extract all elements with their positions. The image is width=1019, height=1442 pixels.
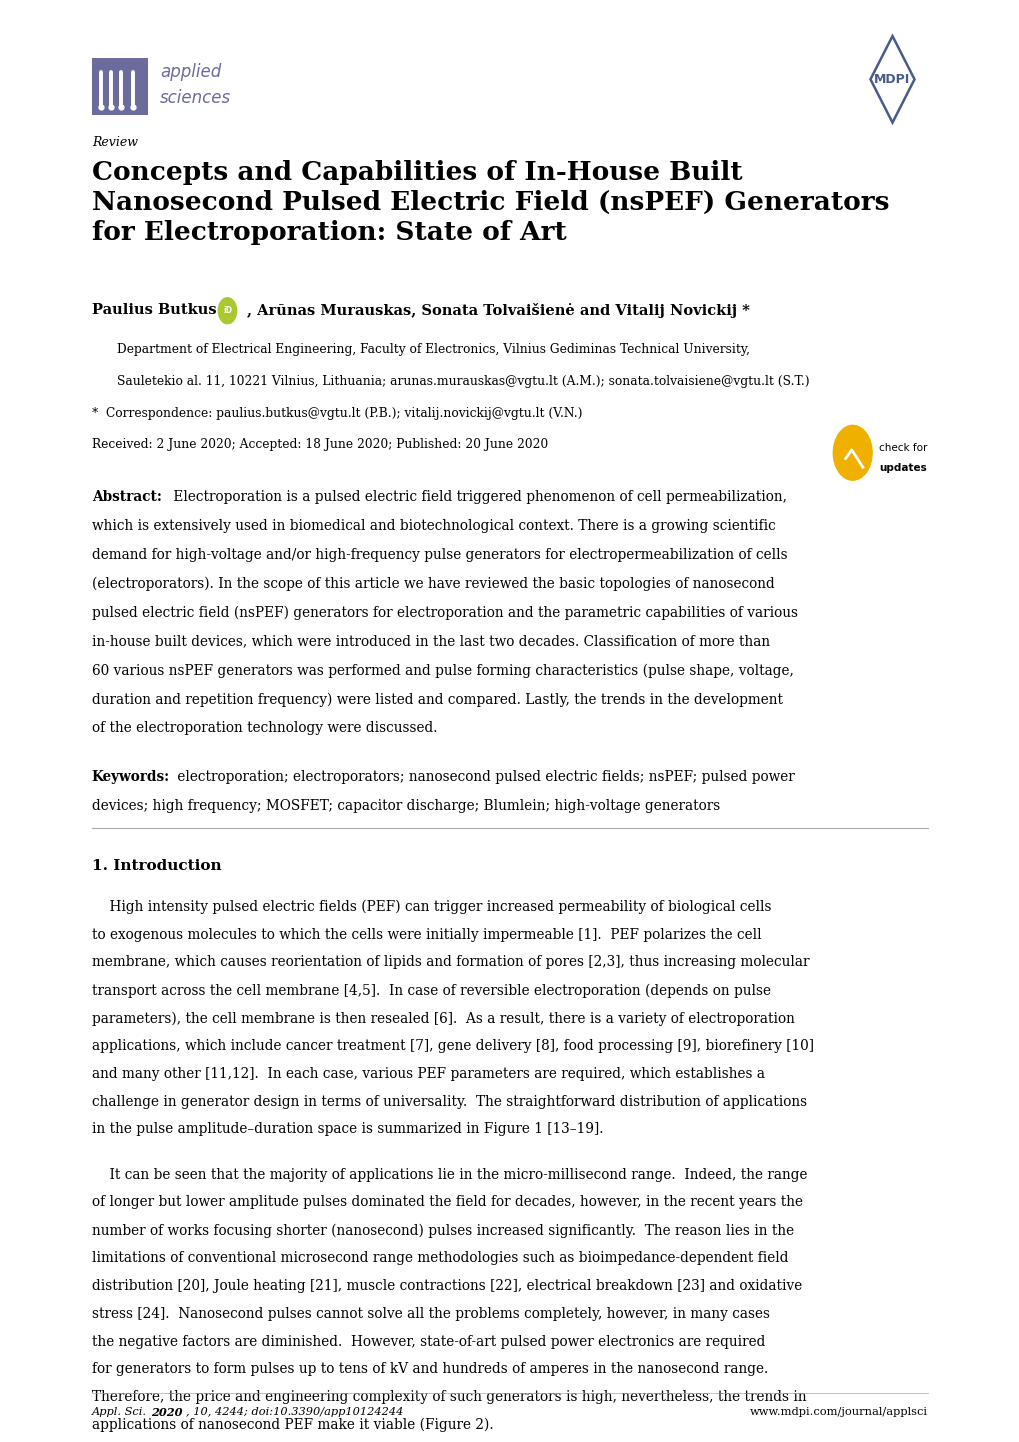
Text: , Arūnas Murauskas, Sonata Tolvaišienė and Vitalij Novickij *: , Arūnas Murauskas, Sonata Tolvaišienė a… xyxy=(247,303,749,317)
Text: applications, which include cancer treatment [7], gene delivery [8], food proces: applications, which include cancer treat… xyxy=(92,1038,813,1053)
Text: MDPI: MDPI xyxy=(873,72,910,87)
Text: in the pulse amplitude–duration space is summarized in Figure 1 [13–19].: in the pulse amplitude–duration space is… xyxy=(92,1122,602,1136)
Polygon shape xyxy=(869,36,914,123)
Text: which is extensively used in biomedical and biotechnological context. There is a: which is extensively used in biomedical … xyxy=(92,519,774,534)
Text: Review: Review xyxy=(92,136,138,149)
Circle shape xyxy=(833,425,871,480)
Text: demand for high-voltage and/or high-frequency pulse generators for electropermea: demand for high-voltage and/or high-freq… xyxy=(92,548,787,562)
Text: , 10, 4244; doi:10.3390/app10124244: , 10, 4244; doi:10.3390/app10124244 xyxy=(185,1407,403,1417)
Text: in-house built devices, which were introduced in the last two decades. Classific: in-house built devices, which were intro… xyxy=(92,634,769,649)
Text: transport across the cell membrane [4,5].  In case of reversible electroporation: transport across the cell membrane [4,5]… xyxy=(92,983,770,998)
Text: sciences: sciences xyxy=(160,89,231,107)
Text: 2020: 2020 xyxy=(151,1407,182,1419)
Text: of longer but lower amplitude pulses dominated the field for decades, however, i: of longer but lower amplitude pulses dom… xyxy=(92,1195,802,1210)
Text: applications of nanosecond PEF make it viable (Figure 2).: applications of nanosecond PEF make it v… xyxy=(92,1417,493,1432)
Text: (electroporators). In the scope of this article we have reviewed the basic topol: (electroporators). In the scope of this … xyxy=(92,577,773,591)
Text: for generators to form pulses up to tens of kV and hundreds of amperes in the na: for generators to form pulses up to tens… xyxy=(92,1363,767,1377)
Text: distribution [20], Joule heating [21], muscle contractions [22], electrical brea: distribution [20], Joule heating [21], m… xyxy=(92,1279,801,1293)
Text: Appl. Sci.: Appl. Sci. xyxy=(92,1407,150,1417)
Text: It can be seen that the majority of applications lie in the micro-millisecond ra: It can be seen that the majority of appl… xyxy=(92,1168,806,1181)
Text: parameters), the cell membrane is then resealed [6].  As a result, there is a va: parameters), the cell membrane is then r… xyxy=(92,1011,794,1025)
Text: limitations of conventional microsecond range methodologies such as bioimpedance: limitations of conventional microsecond … xyxy=(92,1252,788,1265)
Text: Concepts and Capabilities of In-House Built
Nanosecond Pulsed Electric Field (ns: Concepts and Capabilities of In-House Bu… xyxy=(92,160,889,245)
Text: iD: iD xyxy=(223,306,231,316)
Text: Received: 2 June 2020; Accepted: 18 June 2020; Published: 20 June 2020: Received: 2 June 2020; Accepted: 18 June… xyxy=(92,438,547,451)
Text: Keywords:: Keywords: xyxy=(92,770,170,784)
Text: High intensity pulsed electric fields (PEF) can trigger increased permeability o: High intensity pulsed electric fields (P… xyxy=(92,900,770,914)
Text: pulsed electric field (nsPEF) generators for electroporation and the parametric : pulsed electric field (nsPEF) generators… xyxy=(92,606,797,620)
Text: www.mdpi.com/journal/applsci: www.mdpi.com/journal/applsci xyxy=(749,1407,927,1417)
Text: devices; high frequency; MOSFET; capacitor discharge; Blumlein; high-voltage gen: devices; high frequency; MOSFET; capacit… xyxy=(92,799,719,813)
Text: Paulius Butkus *: Paulius Butkus * xyxy=(92,303,229,317)
Text: applied: applied xyxy=(160,63,221,81)
Text: Therefore, the price and engineering complexity of such generators is high, neve: Therefore, the price and engineering com… xyxy=(92,1390,806,1405)
Text: Sauletekio al. 11, 10221 Vilnius, Lithuania; arunas.murauskas@vgtu.lt (A.M.); so: Sauletekio al. 11, 10221 Vilnius, Lithua… xyxy=(117,375,809,388)
Text: membrane, which causes reorientation of lipids and formation of pores [2,3], thu: membrane, which causes reorientation of … xyxy=(92,956,808,969)
Text: Abstract:: Abstract: xyxy=(92,490,162,505)
Text: Department of Electrical Engineering, Faculty of Electronics, Vilnius Gediminas : Department of Electrical Engineering, Fa… xyxy=(117,343,750,356)
Text: challenge in generator design in terms of universality.  The straightforward dis: challenge in generator design in terms o… xyxy=(92,1094,806,1109)
Text: and many other [11,12].  In each case, various PEF parameters are required, whic: and many other [11,12]. In each case, va… xyxy=(92,1067,764,1082)
Text: the negative factors are diminished.  However, state-of-art pulsed power electro: the negative factors are diminished. How… xyxy=(92,1335,764,1348)
FancyBboxPatch shape xyxy=(92,58,148,115)
Text: to exogenous molecules to which the cells were initially impermeable [1].  PEF p: to exogenous molecules to which the cell… xyxy=(92,927,760,942)
Text: 60 various nsPEF generators was performed and pulse forming characteristics (pul: 60 various nsPEF generators was performe… xyxy=(92,663,793,678)
Text: check for: check for xyxy=(878,443,926,453)
Text: duration and repetition frequency) were listed and compared. Lastly, the trends : duration and repetition frequency) were … xyxy=(92,692,782,707)
Text: *  Correspondence: paulius.butkus@vgtu.lt (P.B.); vitalij.novickij@vgtu.lt (V.N.: * Correspondence: paulius.butkus@vgtu.lt… xyxy=(92,407,582,420)
Text: of the electroporation technology were discussed.: of the electroporation technology were d… xyxy=(92,721,437,735)
Circle shape xyxy=(218,297,236,324)
Text: stress [24].  Nanosecond pulses cannot solve all the problems completely, howeve: stress [24]. Nanosecond pulses cannot so… xyxy=(92,1306,769,1321)
Text: 1. Introduction: 1. Introduction xyxy=(92,859,221,874)
Text: updates: updates xyxy=(878,463,926,473)
Text: Electroporation is a pulsed electric field triggered phenomenon of cell permeabi: Electroporation is a pulsed electric fie… xyxy=(169,490,787,505)
Text: number of works focusing shorter (nanosecond) pulses increased significantly.  T: number of works focusing shorter (nanose… xyxy=(92,1223,793,1237)
Text: electroporation; electroporators; nanosecond pulsed electric fields; nsPEF; puls: electroporation; electroporators; nanose… xyxy=(173,770,795,784)
